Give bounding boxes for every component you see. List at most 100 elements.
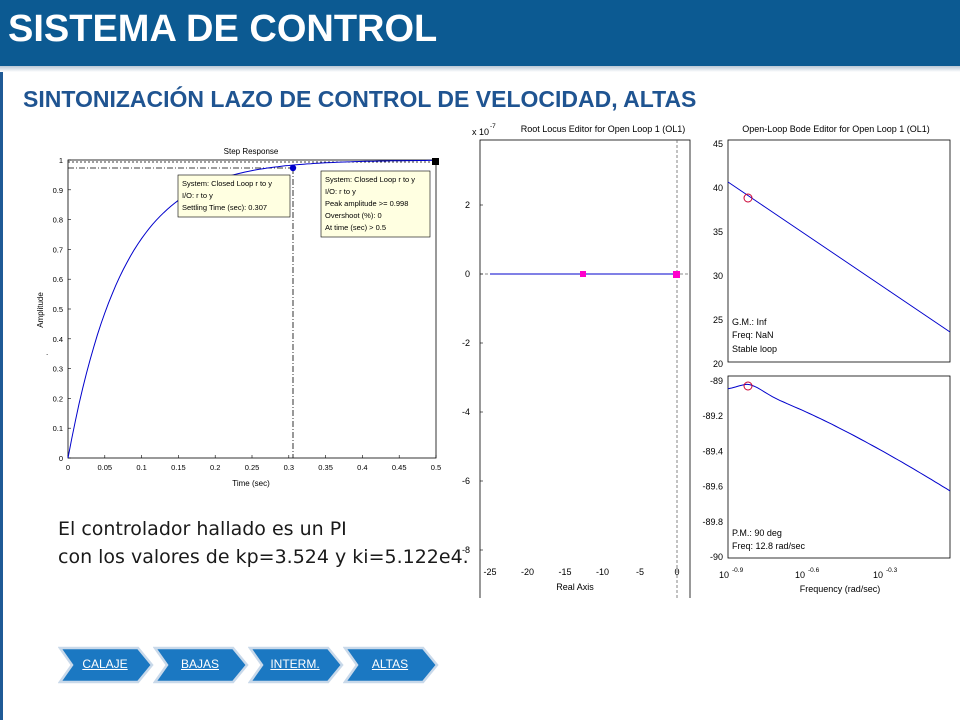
- mag-y-tick-label: 25: [713, 315, 723, 325]
- nav-bajas-button[interactable]: BAJAS: [153, 646, 249, 684]
- step-y-tick-label: 0: [59, 454, 63, 463]
- page-title: SISTEMA DE CONTROL: [8, 8, 438, 50]
- root-locus-axes: [479, 139, 691, 598]
- bode-x-tick-exp: -0.9: [732, 567, 744, 574]
- left-accent-rule: [0, 0, 3, 720]
- root-locus-x-ticks: -25 -20 -15 -10 -5 0: [483, 567, 679, 577]
- root-locus-scale-exp: -7: [490, 123, 496, 130]
- tip1-line: System: Closed Loop r to y: [182, 179, 272, 188]
- bode-figure: Open-Loop Bode Editor for Open Loop 1 (O…: [702, 124, 951, 594]
- description-line-2: con los valores de kp=3.524 y ki=5.122e4…: [58, 546, 469, 568]
- mag-y-tick-label: 45: [713, 139, 723, 149]
- mag-y-tick-label: 40: [713, 183, 723, 193]
- phase-y-tick-label: -90: [710, 552, 723, 562]
- step-y-tick-label: 0.2: [53, 394, 63, 403]
- root-locus-scale: x 10: [472, 127, 489, 137]
- step-response-curve: [67, 159, 436, 459]
- settling-time-tooltip: System: Closed Loop r to y I/O: r to y S…: [177, 174, 291, 218]
- description-line-1: El controlador hallado es un PI: [58, 518, 347, 540]
- nav-interm-button[interactable]: INTERM.: [248, 646, 344, 684]
- bode-magnitude-curve: [727, 181, 951, 333]
- phase-margin-info: P.M.: 90 deg Freq: 12.8 rad/sec: [732, 528, 806, 551]
- step-x-tick-label: 0.05: [97, 463, 112, 472]
- bode-magnitude-axes: [727, 139, 951, 363]
- closed-loop-pole-marker: [580, 271, 586, 277]
- nav-interm-label: INTERM.: [270, 657, 320, 671]
- phase-pole-marker: [743, 381, 753, 391]
- bode-x-ticks: 10 -0.9 10 -0.6 10 -0.3: [719, 567, 898, 580]
- step-x-tick-label: 0.45: [392, 463, 407, 472]
- mag-info-line: G.M.: Inf: [732, 317, 767, 327]
- mag-y-tick-label: 35: [713, 227, 723, 237]
- section-nav: CALAJE BAJAS INTERM. ALTAS: [58, 646, 458, 684]
- nav-altas-button[interactable]: ALTAS: [343, 646, 439, 684]
- step-y-tick-label: 0.5: [53, 305, 63, 314]
- bode-mag-y-ticks: 45 40 35 30 25 20: [713, 139, 723, 369]
- step-y-tick-label: 0.9: [53, 186, 63, 195]
- step-dot-mark: .: [46, 348, 48, 357]
- phase-y-tick-label: -89.8: [702, 517, 723, 527]
- step-plot-title: Step Response: [224, 147, 279, 156]
- closed-loop-pole-marker: [673, 271, 680, 278]
- bode-title: Open-Loop Bode Editor for Open Loop 1 (O…: [742, 124, 930, 134]
- mag-y-tick-label: 30: [713, 271, 723, 281]
- rl-x-tick-label: 0: [674, 567, 679, 577]
- step-y-tick-label: 0.6: [53, 275, 63, 284]
- rl-y-tick-label: 2: [465, 200, 470, 210]
- step-xlabel: Time (sec): [232, 479, 270, 488]
- step-y-tick-label: 0.7: [53, 245, 63, 254]
- rl-x-tick-label: -5: [636, 567, 644, 577]
- step-x-tick-label: 0.5: [431, 463, 441, 472]
- tip2-line: I/O: r to y: [325, 187, 356, 196]
- bode-x-tick-exp: -0.3: [886, 567, 898, 574]
- step-x-tick-label: 0.1: [136, 463, 146, 472]
- nav-calaje-label: CALAJE: [82, 657, 128, 671]
- root-locus-figure: Root Locus Editor for Open Loop 1 (OL1) …: [462, 123, 691, 598]
- bode-x-tick-base: 10: [719, 570, 729, 580]
- rl-y-tick-label: -4: [462, 407, 470, 417]
- step-x-tick-label: 0.4: [357, 463, 367, 472]
- phase-y-tick-label: -89.4: [702, 446, 723, 456]
- step-y-tick-label: 0.8: [53, 216, 63, 225]
- mag-pole-marker: [743, 193, 753, 203]
- root-locus-xlabel: Real Axis: [556, 582, 594, 592]
- bode-x-tick-base: 10: [795, 570, 805, 580]
- step-x-tick-label: 0.25: [245, 463, 260, 472]
- tip2-line: System: Closed Loop r to y: [325, 175, 415, 184]
- bode-x-tick-base: 10: [873, 570, 883, 580]
- rl-y-tick-label: 0: [465, 269, 470, 279]
- bode-phase-axes: [727, 375, 951, 559]
- step-x-tick-label: 0: [66, 463, 70, 472]
- section-subtitle: SINTONIZACIÓN LAZO DE CONTROL DE VELOCID…: [23, 86, 697, 112]
- step-x-tick-label: 0.35: [318, 463, 333, 472]
- bode-phase-y-ticks: -89 -89.2 -89.4 -89.6 -89.8 -90: [702, 376, 723, 562]
- rl-x-tick-label: -15: [558, 567, 571, 577]
- mag-info-line: Stable loop: [732, 344, 777, 354]
- rl-y-tick-label: -8: [462, 545, 470, 555]
- step-y-tick-label: 0.4: [53, 335, 63, 344]
- bode-phase-curve: [727, 383, 951, 492]
- step-ylabel: Amplitude: [36, 292, 45, 328]
- controller-description: El controlador hallado es un PI con los …: [58, 515, 469, 571]
- peak-tooltip: System: Closed Loop r to y I/O: r to y P…: [320, 170, 431, 238]
- step-y-tick-label: 0.3: [53, 365, 63, 374]
- rl-y-tick-label: -2: [462, 338, 470, 348]
- settling-point-marker: [289, 164, 297, 172]
- tip2-line: Peak amplitude >= 0.998: [325, 199, 408, 208]
- step-y-tick-label: 0.1: [53, 424, 63, 433]
- root-locus-title: Root Locus Editor for Open Loop 1 (OL1): [521, 124, 686, 134]
- peak-point-marker: [432, 158, 439, 165]
- bode-x-tick-exp: -0.6: [808, 567, 820, 574]
- step-x-tick-label: 0.2: [210, 463, 220, 472]
- phase-y-tick-label: -89.2: [702, 411, 723, 421]
- mag-y-tick-label: 20: [713, 359, 723, 369]
- rl-x-tick-label: -10: [596, 567, 609, 577]
- header-shadow: [0, 66, 960, 72]
- header-bar: [0, 0, 960, 66]
- tip1-line: I/O: r to y: [182, 191, 213, 200]
- nav-bajas-label: BAJAS: [180, 657, 219, 671]
- step-x-tick-label: 0.15: [171, 463, 186, 472]
- nav-calaje-button[interactable]: CALAJE: [58, 646, 154, 684]
- rl-x-tick-label: -20: [521, 567, 534, 577]
- gain-margin-info: G.M.: Inf Freq: NaN Stable loop: [732, 317, 777, 354]
